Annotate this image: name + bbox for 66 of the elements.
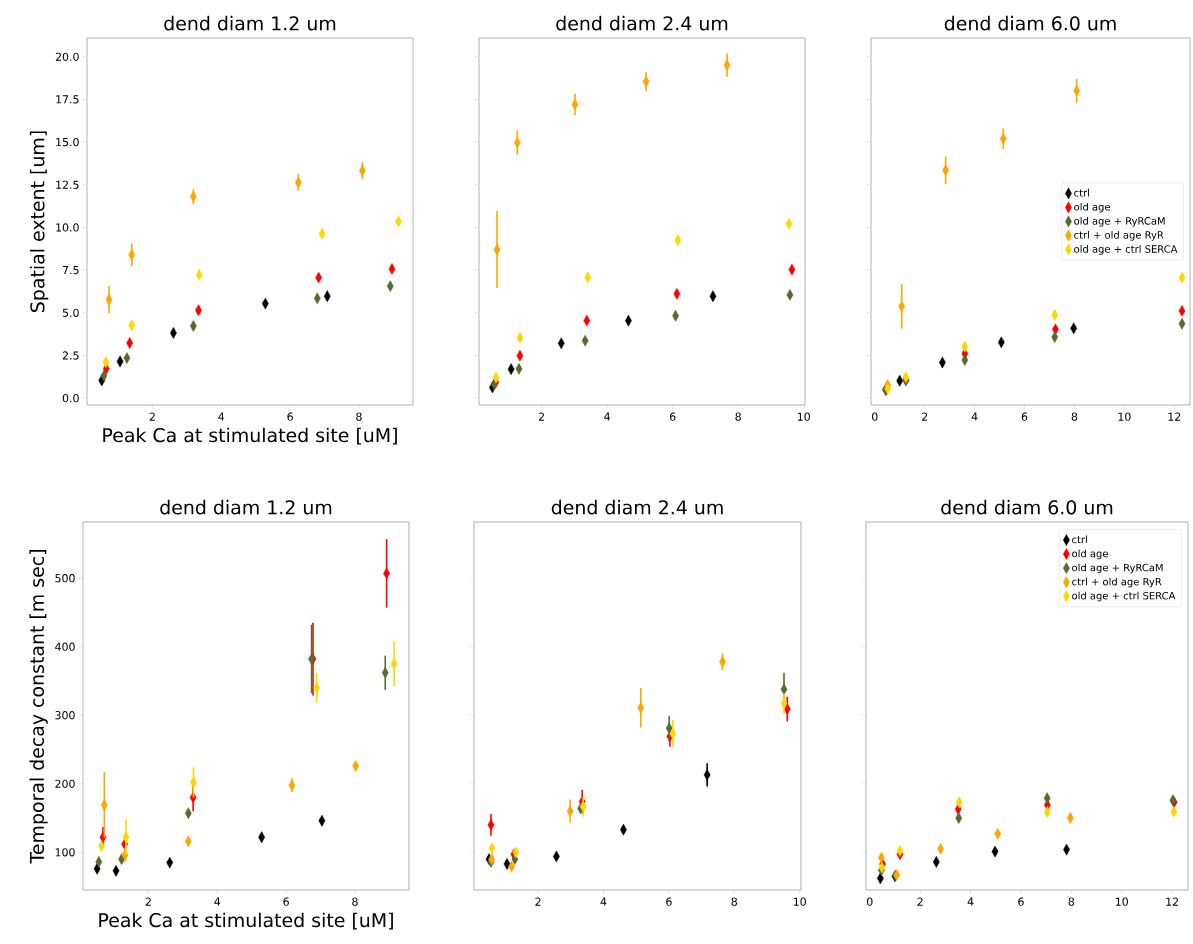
- legend-label: old age + ctrl SERCA: [1072, 591, 1176, 602]
- x-tick-label: 4: [967, 897, 974, 906]
- y-tick-label: 17.5: [56, 95, 79, 104]
- x-tick-label: 8: [735, 412, 741, 421]
- legend-label: old age + ctrl SERCA: [1074, 245, 1178, 255]
- y-tick-label: 300: [55, 711, 75, 720]
- x-axis-title: Peak Ca at stimulated site [uM]: [99, 912, 393, 930]
- x-tick-label: 8: [352, 897, 358, 906]
- chart-title: dend diam 2.4 um: [551, 499, 723, 515]
- x-tick-label: 4: [604, 412, 610, 421]
- x-tick-label: 2: [538, 412, 544, 421]
- y-tick-label: 12.5: [56, 180, 79, 189]
- y-tick-label: 15.0: [56, 137, 79, 147]
- x-tick-label: 2: [145, 897, 151, 906]
- chart-title: dend diam 6.0 um: [944, 15, 1116, 31]
- y-tick-label: 20.0: [55, 52, 79, 61]
- x-tick-label: 2: [921, 412, 928, 421]
- legend-label: old age + RyRCaM: [1072, 563, 1163, 574]
- x-tick-label: 8: [1071, 412, 1078, 421]
- chart-title: dend diam 6.0 um: [941, 499, 1113, 515]
- x-tick-label: 4: [214, 897, 221, 906]
- x-tick-label: 6: [669, 412, 676, 421]
- y-tick-label: 2.5: [62, 351, 79, 360]
- x-tick-label: 10: [1115, 897, 1128, 906]
- y-tick-label: 500: [55, 574, 75, 583]
- y-tick-label: 200: [55, 779, 75, 788]
- x-tick-label: 12: [1166, 897, 1179, 906]
- y-tick-label: 400: [55, 642, 75, 651]
- x-tick-label: 8: [356, 412, 362, 421]
- x-tick-label: 2: [917, 897, 923, 906]
- y-tick-label: 100: [55, 848, 75, 857]
- x-tick-label: 8: [731, 897, 738, 906]
- x-tick-label: 6: [287, 412, 293, 421]
- y-tick-label: 7.5: [62, 266, 79, 275]
- x-tick-label: 8: [1068, 897, 1075, 906]
- chart-title: dend diam 2.4 um: [556, 15, 728, 31]
- x-tick-label: 10: [1118, 412, 1131, 421]
- x-tick-label: 10: [797, 412, 810, 421]
- x-tick-label: 10: [793, 897, 806, 906]
- x-tick-label: 6: [283, 897, 289, 906]
- chart-title: dend diam 1.2 um: [164, 15, 336, 31]
- chart-title: dend diam 1.2 um: [160, 499, 332, 515]
- x-tick-label: 0: [867, 897, 873, 906]
- x-tick-label: 4: [971, 412, 978, 421]
- y-tick-label: 10.0: [56, 223, 79, 232]
- x-axis-title: Peak Ca at stimulated site [uM]: [103, 427, 397, 445]
- legend-label: ctrl + old age RyR: [1074, 231, 1164, 241]
- x-tick-label: 2: [149, 412, 155, 421]
- x-tick-label: 6: [666, 897, 672, 906]
- legend-label: ctrl: [1072, 535, 1087, 544]
- x-tick-label: 2: [535, 897, 541, 906]
- x-tick-label: 6: [1018, 897, 1024, 906]
- x-tick-label: 12: [1168, 412, 1181, 421]
- y-tick-label: 0.0: [62, 394, 79, 403]
- y-axis-title: Temporal decay constant [m sec]: [29, 550, 48, 864]
- x-tick-label: 6: [1021, 412, 1028, 421]
- legend-label: old age: [1072, 549, 1108, 560]
- y-tick-label: 5.0: [62, 308, 79, 317]
- x-tick-label: 0: [871, 412, 878, 421]
- legend-label: old age + RyRCaM: [1074, 216, 1165, 227]
- x-tick-label: 4: [218, 412, 225, 421]
- x-tick-label: 4: [600, 897, 607, 906]
- legend-label: ctrl: [1074, 188, 1089, 197]
- legend-label: old age: [1074, 202, 1111, 213]
- y-axis-title: Spatial extent [um]: [29, 131, 49, 312]
- legend-label: ctrl + old age RyR: [1072, 577, 1162, 588]
